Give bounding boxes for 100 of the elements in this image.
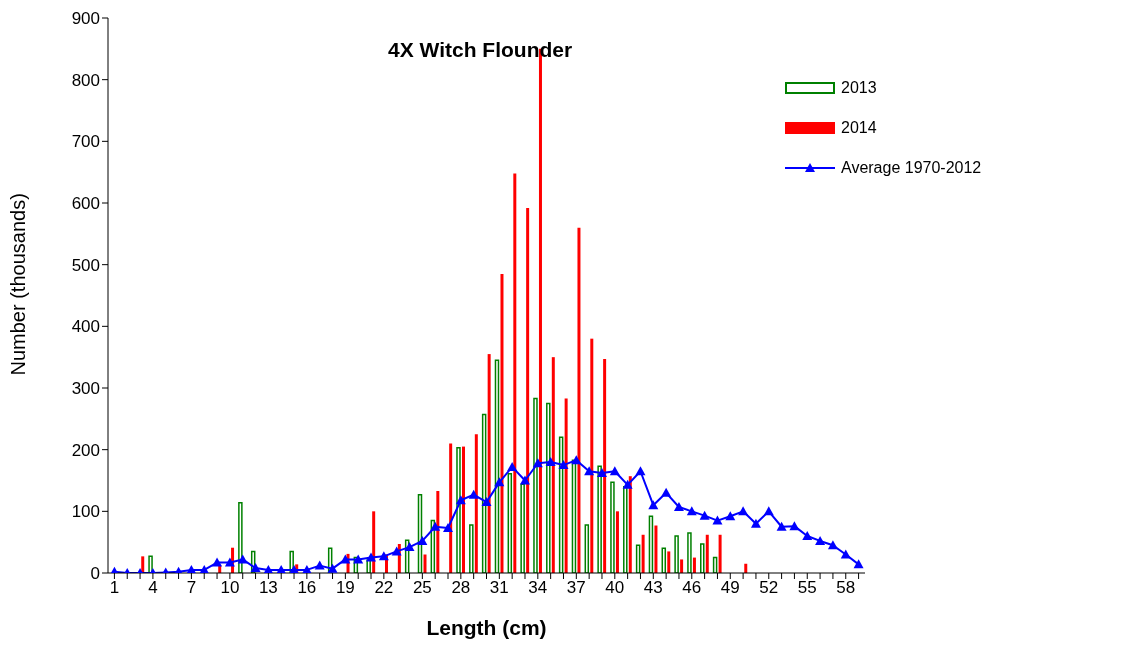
y-tick-label: 600: [71, 194, 100, 214]
bar: [692, 557, 696, 573]
bar: [526, 207, 530, 573]
y-tick-label: 900: [71, 9, 100, 29]
point: [276, 564, 287, 573]
point: [224, 557, 235, 567]
bar: [641, 534, 645, 573]
x-tick-label: 52: [759, 578, 779, 598]
point: [789, 521, 800, 531]
x-tick-label: 37: [566, 578, 586, 598]
point: [827, 540, 838, 550]
bar: [148, 555, 153, 573]
y-tick-label: 500: [71, 255, 100, 275]
bar: [603, 359, 607, 573]
point: [661, 487, 672, 497]
bar: [533, 397, 538, 573]
bar: [513, 173, 517, 573]
x-tick-label: 55: [797, 578, 817, 598]
point: [353, 554, 364, 564]
point: [635, 466, 646, 476]
bar: [654, 525, 658, 573]
point: [455, 495, 466, 505]
point: [571, 455, 582, 465]
point: [609, 466, 620, 476]
bar: [546, 402, 551, 573]
x-tick-label: 49: [720, 578, 740, 598]
x-tick-label: 46: [682, 578, 702, 598]
point: [212, 557, 223, 567]
point: [532, 458, 543, 468]
point: [622, 479, 633, 489]
y-axis-title: Number (thousands): [7, 193, 30, 376]
y-tick-label: 800: [71, 70, 100, 90]
point: [725, 511, 736, 521]
bar: [705, 534, 709, 573]
point: [840, 549, 851, 559]
x-tick-label: 25: [412, 578, 432, 598]
bar: [564, 398, 568, 573]
bar: [520, 483, 525, 573]
legend-label: 2013: [841, 78, 877, 98]
point: [545, 457, 556, 466]
point: [366, 552, 377, 562]
bar: [456, 447, 461, 573]
bar: [423, 554, 427, 573]
x-tick-label: 28: [451, 578, 471, 598]
y-tick-label: 700: [71, 132, 100, 152]
point: [686, 506, 697, 516]
point: [289, 564, 300, 573]
point: [430, 521, 441, 531]
point: [391, 546, 402, 556]
point: [378, 551, 389, 561]
x-tick-label: 4: [148, 578, 158, 598]
point: [648, 500, 659, 510]
bar: [436, 490, 440, 573]
point: [263, 564, 274, 573]
x-tick-label: 34: [528, 578, 548, 598]
x-tick-label: 40: [605, 578, 625, 598]
y-tick-label: 0: [90, 564, 100, 584]
point: [237, 554, 248, 564]
point: [699, 510, 710, 520]
point: [186, 564, 197, 573]
point: [481, 497, 492, 507]
point: [507, 461, 518, 471]
bar: [469, 524, 474, 573]
text: 4X Witch Flounder: [388, 38, 573, 62]
x-axis-title: Length (cm): [426, 616, 547, 639]
bar: [615, 511, 619, 573]
x-tick-label: 16: [297, 578, 317, 598]
point: [750, 518, 761, 528]
x-tick-label: 10: [220, 578, 240, 598]
point: [712, 515, 723, 525]
bar: [674, 535, 679, 573]
bar: [551, 357, 555, 573]
x-tick-label: 31: [489, 578, 509, 598]
bar: [610, 481, 615, 573]
point: [853, 559, 864, 569]
legend-label: Average 1970-2012: [841, 158, 982, 178]
bar: [687, 532, 692, 573]
x-tick-label: 13: [258, 578, 278, 598]
point: [673, 502, 684, 512]
x-tick-label: 43: [643, 578, 663, 598]
bar: [628, 476, 632, 573]
bar: [449, 443, 453, 573]
point: [519, 475, 530, 485]
point: [738, 506, 749, 516]
point: [340, 554, 351, 564]
point: [404, 542, 415, 552]
bar: [680, 559, 684, 573]
y-tick-label: 400: [71, 317, 100, 337]
x-tick-label: 7: [186, 578, 197, 598]
bar: [141, 556, 145, 573]
point: [802, 531, 813, 540]
point: [327, 563, 338, 573]
point: [301, 564, 312, 573]
bar: [577, 227, 581, 573]
legend-label: 2014: [841, 118, 877, 138]
point: [417, 535, 428, 545]
y-tick-label: 200: [71, 440, 100, 460]
bar: [623, 485, 628, 573]
x-tick-label: 1: [109, 578, 120, 598]
point: [558, 460, 569, 470]
